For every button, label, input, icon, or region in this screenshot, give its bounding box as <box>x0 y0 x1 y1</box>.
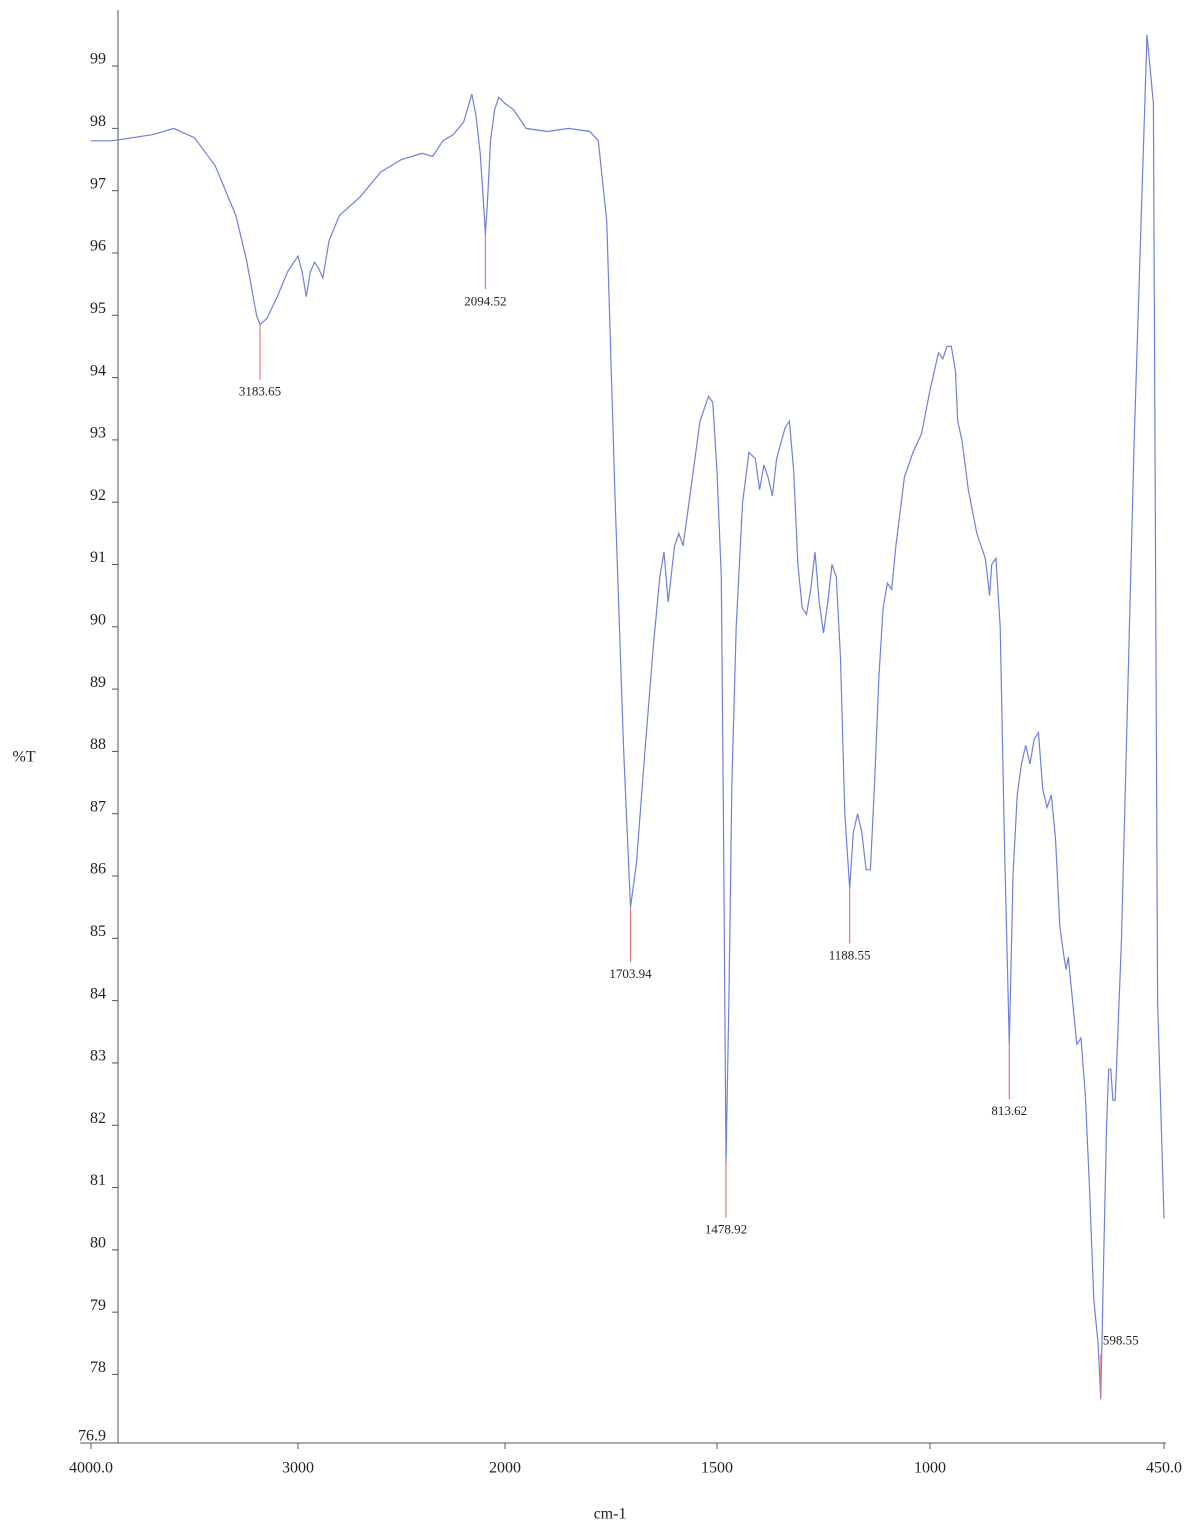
peak-label: 2094.52 <box>464 293 506 308</box>
peak-label: 1703.94 <box>609 966 652 981</box>
y-tick-label: 97 <box>90 175 106 192</box>
y-tick-label: 92 <box>90 487 106 504</box>
y-tick-label: 93 <box>90 425 106 442</box>
peak-label: 3183.65 <box>239 384 281 399</box>
y-tick-label: 94 <box>90 362 106 379</box>
y-tick-label: 87 <box>90 798 106 815</box>
peak-label: 1188.55 <box>829 947 871 962</box>
peak-label: 813.62 <box>991 1103 1027 1118</box>
y-tick-label: 82 <box>90 1110 106 1127</box>
y-tick-label: 85 <box>90 923 106 940</box>
y-tick-label: 95 <box>90 300 106 317</box>
y-tick-label: 80 <box>90 1235 106 1252</box>
y-tick-label: 89 <box>90 674 106 691</box>
y-tick-label: 90 <box>90 611 106 628</box>
y-tick-label: 99 <box>90 51 106 68</box>
peak-label: 598.55 <box>1103 1332 1139 1347</box>
y-tick-label: 84 <box>90 985 106 1002</box>
y-tick-label: 91 <box>90 549 106 566</box>
x-tick-label: 450.0 <box>1146 1460 1182 1477</box>
y-tick-label: 83 <box>90 1048 106 1065</box>
x-tick-label: 3000 <box>282 1460 314 1477</box>
x-tick-label: 1500 <box>701 1460 733 1477</box>
y-tick-label: 98 <box>90 113 106 130</box>
peak-label: 1478.92 <box>705 1222 747 1237</box>
y-tick-label: 76.9 <box>78 1428 106 1445</box>
y-tick-label: 96 <box>90 238 106 255</box>
x-tick-label: 2000 <box>489 1460 521 1477</box>
y-tick-label: 79 <box>90 1297 106 1314</box>
y-tick-label: 78 <box>90 1359 106 1376</box>
y-tick-label: 81 <box>90 1172 106 1189</box>
x-tick-label: 1000 <box>914 1460 946 1477</box>
x-tick-label: 4000.0 <box>69 1460 113 1477</box>
x-axis-label: cm-1 <box>594 1506 627 1523</box>
y-tick-label: 88 <box>90 736 106 753</box>
y-tick-label: 86 <box>90 861 106 878</box>
spectrum-line <box>91 34 1165 1400</box>
y-axis-label: %T <box>12 749 35 766</box>
